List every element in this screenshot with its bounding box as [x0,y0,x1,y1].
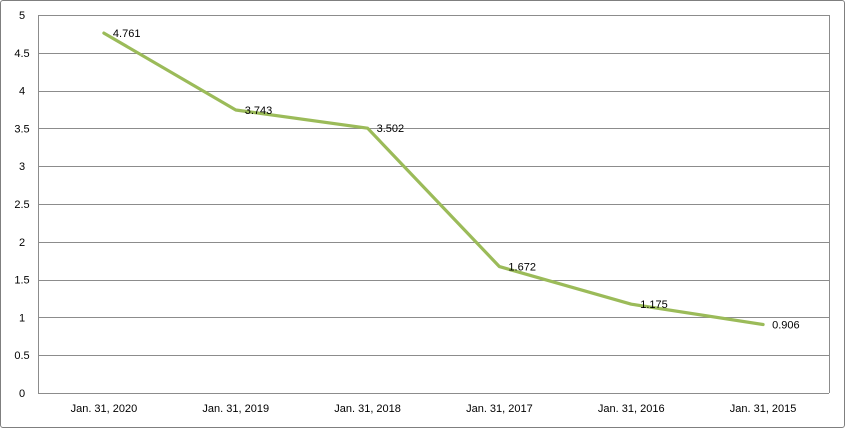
series-line [102,31,765,327]
y-axis-tick-label: 1 [19,312,25,324]
x-axis-category-label: Jan. 31, 2020 [71,403,138,415]
x-axis-category-label: Jan. 31, 2015 [730,403,797,415]
y-axis-tick-label: 4 [19,86,25,98]
data-label: 0.906 [772,320,800,332]
y-axis-tick-label: 0 [19,388,25,400]
y-axis-tick-label: 3.5 [14,123,29,135]
y-axis-tick-label: 1.5 [14,275,29,287]
data-label: 1.672 [508,262,536,274]
x-axis-category-label: Jan. 31, 2018 [334,403,401,415]
data-label: 4.761 [113,28,141,40]
x-axis-category-label: Jan. 31, 2019 [202,403,269,415]
x-axis-category-label: Jan. 31, 2016 [598,403,665,415]
y-axis-tick-label: 0.5 [14,350,29,362]
y-axis-tick-label: 2.5 [14,199,29,211]
x-axis-category-label: Jan. 31, 2017 [466,403,533,415]
y-axis-tick-label: 4.5 [14,48,29,60]
data-label: 1.175 [640,299,668,311]
y-axis-tick-label: 5 [19,10,25,22]
data-label: 3.502 [377,123,405,135]
y-axis-tick-label: 2 [19,237,25,249]
y-axis-tick-label: 3 [19,161,25,173]
data-label: 3.743 [245,105,273,117]
